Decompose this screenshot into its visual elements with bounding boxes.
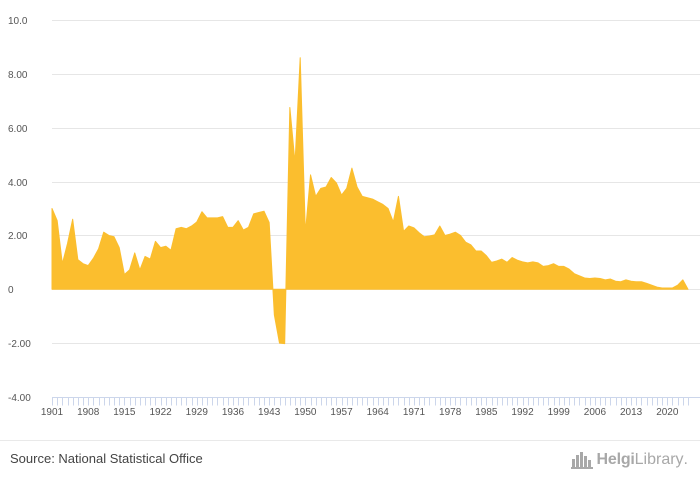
x-tick-label: 1915: [113, 407, 136, 418]
x-tick-label: 1943: [258, 407, 281, 418]
x-tick-label: 1964: [367, 407, 390, 418]
x-tick-label: 1936: [222, 407, 245, 418]
series-area: [51, 57, 689, 345]
x-tick-label: 2013: [620, 407, 643, 418]
x-tick-label: 1929: [186, 407, 209, 418]
x-tick-label: 1950: [294, 407, 317, 418]
y-tick-label: 2.00: [8, 231, 28, 242]
y-tick-label: 10.0: [8, 16, 28, 27]
x-tick-label: 2020: [656, 407, 679, 418]
x-tick-label: 2006: [584, 407, 607, 418]
x-tick-label: 1908: [77, 407, 100, 418]
x-tick-label: 1978: [439, 407, 462, 418]
x-tick-label: 1957: [330, 407, 353, 418]
y-tick-label: 6.00: [8, 124, 28, 135]
x-tick-label: 1985: [475, 407, 498, 418]
x-tick-label: 1992: [511, 407, 534, 418]
data-area: [51, 57, 689, 345]
y-tick-label: 8.00: [8, 70, 28, 81]
y-tick-label: -2.00: [8, 339, 31, 350]
y-tick-label: 4.00: [8, 178, 28, 189]
area-chart: 10.0 8.00 6.00 4.00 2.00 0 -2.00 -4.00 1901 1908…: [8, 16, 700, 418]
source-note: Source: National Statistical Office: [10, 451, 203, 466]
x-axis-labels: 1901 1908 1915 1922 1929 1936 1943 1950 1957 1964…: [41, 407, 679, 418]
library-skyline-icon: [570, 452, 593, 469]
y-tick-label: -4.00: [8, 393, 31, 404]
brand-sub: Library: [634, 451, 684, 468]
y-axis-labels: 10.0 8.00 6.00 4.00 2.00 0 -2.00 -4.00: [8, 16, 31, 404]
y-tick-label: 0: [8, 285, 14, 296]
x-tick-label: 1971: [403, 407, 426, 418]
x-tick-label: 1999: [548, 407, 571, 418]
chart-footer: Source: National Statistical Office Helg…: [0, 440, 700, 483]
brand-dot: .: [683, 451, 688, 468]
brand-name: Helgi: [596, 451, 635, 468]
brand-logo[interactable]: Helgi Library.: [570, 450, 688, 470]
x-tick-label: 1922: [149, 407, 172, 418]
x-axis: [52, 397, 700, 406]
x-tick-label: 1901: [41, 407, 64, 418]
